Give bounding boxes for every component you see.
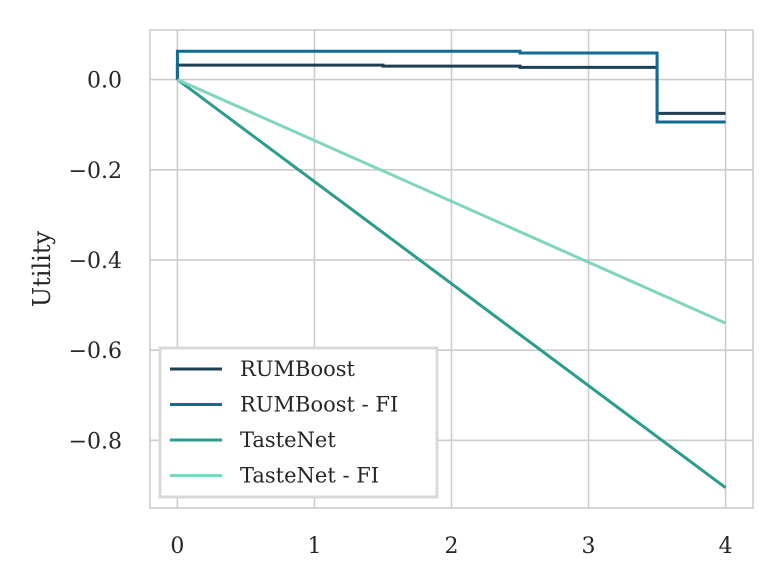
legend-label: RUMBoost [240,357,356,381]
x-tick-label: 1 [307,534,321,559]
y-tick-label: −0.4 [69,249,122,274]
series-line-2 [175,49,726,124]
x-tick-label: 3 [582,534,596,559]
y-tick-labels: 0.0 −0.2 −0.4 −0.6 −0.8 [69,69,122,455]
grid-lines [150,30,753,508]
y-tick-label: 0.0 [87,69,122,94]
x-tick-label: 0 [170,534,184,559]
y-tick-label: −0.2 [69,159,122,184]
x-tick-label: 2 [445,534,459,559]
y-tick-label: −0.6 [69,339,122,364]
y-axis-title: Utility [28,231,56,308]
x-tick-labels: 0 1 2 3 4 [170,534,732,559]
legend: RUMBoost RUMBoost - FI TasteNet TasteNet - … [158,346,439,499]
legend-box [158,346,439,499]
legend-label: RUMBoost - FI [240,393,398,417]
series-lines [175,49,727,489]
plot-frame [149,29,754,509]
legend-label: TasteNet [240,428,336,452]
x-tick-label: 4 [719,534,733,559]
series-line-3 [176,78,727,489]
y-tick-label: −0.8 [69,429,122,454]
legend-label: TasteNet - FI [240,464,379,488]
series-line-4 [176,78,727,325]
